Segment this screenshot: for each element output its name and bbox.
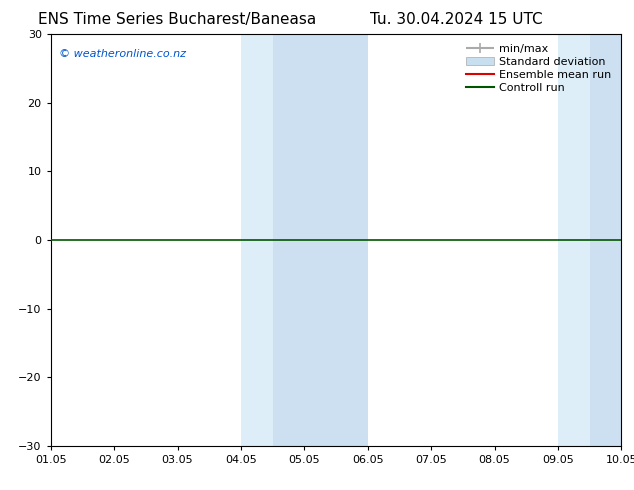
Text: ENS Time Series Bucharest/Baneasa: ENS Time Series Bucharest/Baneasa [39, 12, 316, 27]
Text: © weatheronline.co.nz: © weatheronline.co.nz [59, 49, 186, 59]
Bar [273, 34, 368, 446]
Legend: min/max, Standard deviation, Ensemble mean run, Controll run: min/max, Standard deviation, Ensemble me… [462, 40, 616, 97]
Bar [590, 34, 621, 446]
Text: Tu. 30.04.2024 15 UTC: Tu. 30.04.2024 15 UTC [370, 12, 543, 27]
Bar [558, 34, 590, 446]
Bar [241, 34, 273, 446]
